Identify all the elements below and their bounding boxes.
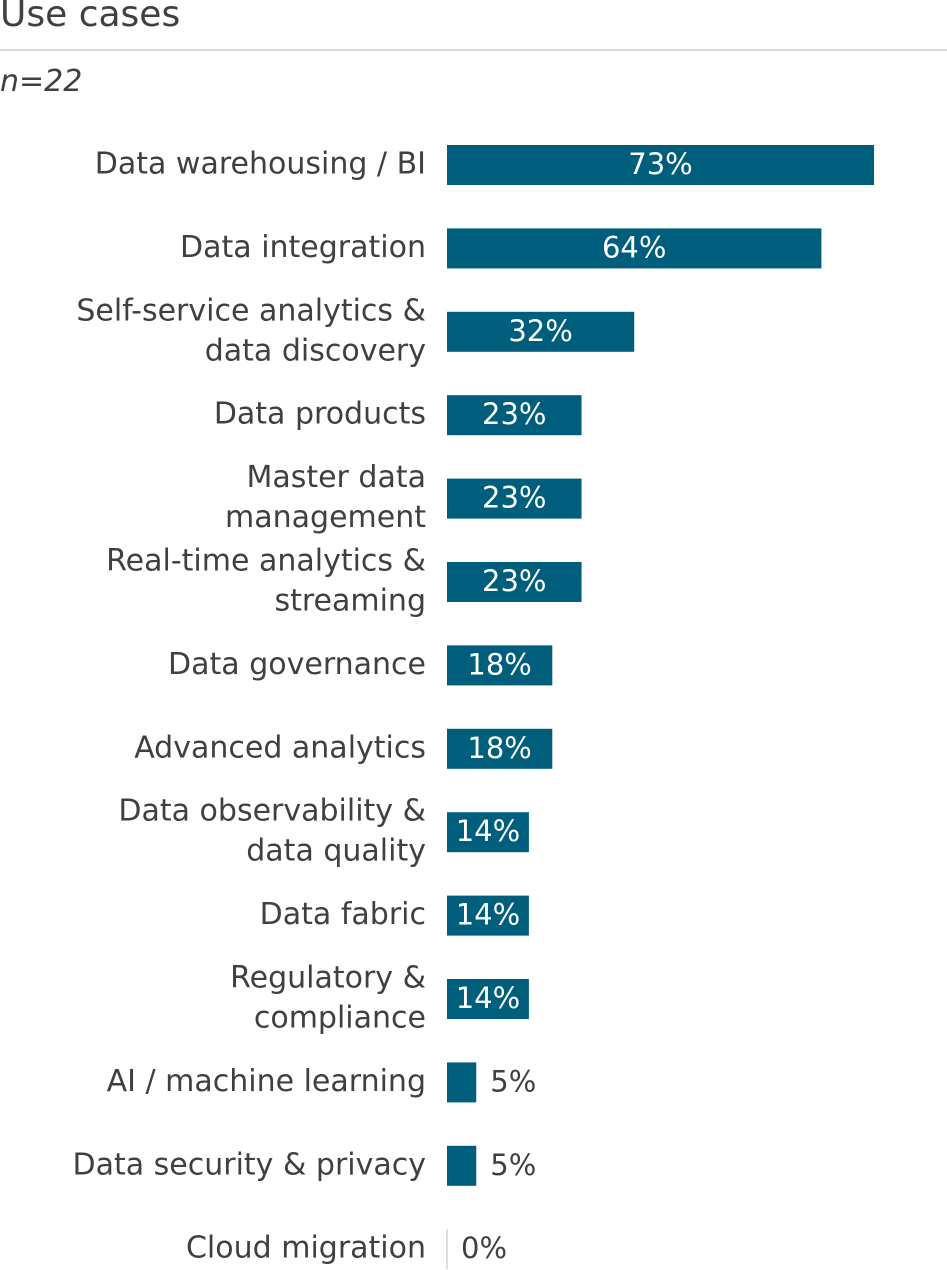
category-label: Data integration bbox=[180, 230, 426, 265]
bar bbox=[447, 812, 529, 853]
value-label: 14% bbox=[456, 814, 520, 848]
value-label: 23% bbox=[482, 481, 546, 515]
bar bbox=[447, 1062, 477, 1103]
bar bbox=[447, 645, 553, 686]
bar bbox=[447, 311, 635, 352]
value-label: 5% bbox=[490, 1148, 536, 1182]
value-label: 5% bbox=[490, 1064, 536, 1098]
value-label: 23% bbox=[482, 397, 546, 431]
bar bbox=[447, 979, 529, 1019]
category-label: Data warehousing / BI bbox=[95, 147, 426, 182]
category-label: Data security & privacy bbox=[72, 1147, 426, 1182]
category-label: Self-service analytics & data discovery bbox=[76, 293, 426, 368]
category-label: Data products bbox=[214, 397, 426, 432]
bar bbox=[447, 562, 582, 602]
bar bbox=[447, 895, 529, 936]
category-label: Data governance bbox=[168, 647, 426, 682]
category-label: Advanced analytics bbox=[134, 730, 426, 765]
value-label: 32% bbox=[508, 314, 572, 348]
category-label: Data observability & data quality bbox=[118, 794, 426, 869]
category-label: Data fabric bbox=[260, 897, 426, 932]
category-label: Master data management bbox=[225, 460, 426, 535]
title-divider bbox=[0, 49, 947, 51]
bar bbox=[447, 1145, 477, 1186]
value-label: 64% bbox=[602, 230, 666, 264]
bar bbox=[447, 228, 822, 269]
value-label: 73% bbox=[628, 147, 692, 181]
value-label: 14% bbox=[456, 981, 520, 1015]
bar bbox=[447, 728, 553, 769]
value-label: 14% bbox=[456, 898, 520, 932]
value-label: 23% bbox=[482, 564, 546, 598]
bar bbox=[447, 395, 582, 436]
chart-title: Use cases bbox=[0, 0, 181, 35]
value-label: 0% bbox=[461, 1231, 507, 1265]
bar bbox=[447, 145, 875, 185]
value-label: 18% bbox=[467, 731, 531, 765]
category-label: AI / machine learning bbox=[107, 1064, 426, 1099]
category-label: Cloud migration bbox=[186, 1231, 426, 1266]
bar bbox=[447, 478, 582, 519]
sample-size-note: n=22 bbox=[0, 64, 83, 99]
category-label: Regulatory & compliance bbox=[230, 961, 426, 1036]
category-label: Real-time analytics & streaming bbox=[106, 544, 426, 619]
value-label: 18% bbox=[467, 647, 531, 681]
